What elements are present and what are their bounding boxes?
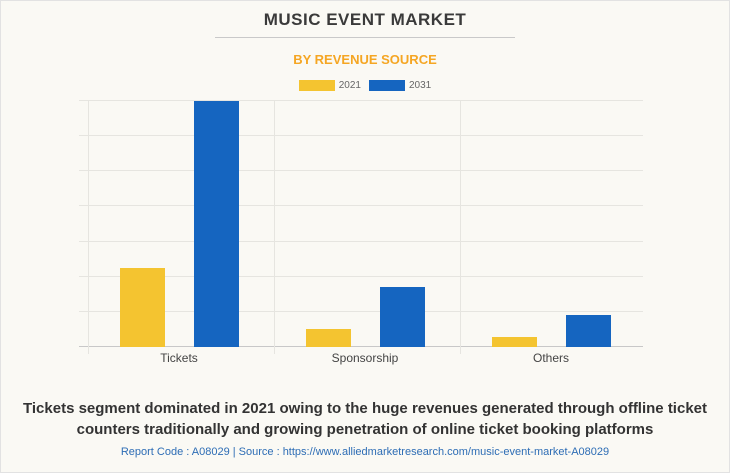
category-separator	[274, 101, 275, 354]
x-axis-line	[79, 346, 643, 347]
chart-caption: Tickets segment dominated in 2021 owing …	[22, 400, 708, 438]
chart-title: MUSIC EVENT MARKET	[263, 10, 467, 29]
legend-item-2021[interactable]: 2021	[298, 80, 361, 91]
bar-sponsorship-2031[interactable]	[380, 286, 425, 347]
legend-label-2021: 2021	[338, 80, 361, 91]
legend-item-2031[interactable]: 2031	[369, 80, 431, 91]
gridline	[79, 240, 643, 242]
category-label-others: Others	[532, 351, 569, 365]
legend: 2021 2031	[0, 80, 730, 91]
category-label-tickets: Tickets	[160, 351, 198, 365]
legend-label-2031: 2031	[409, 80, 432, 91]
gridline	[79, 205, 643, 207]
legend-swatch-2021	[298, 80, 335, 91]
source-link[interactable]: Report Code : A08029 | Source : https://…	[120, 446, 610, 458]
category-label-sponsorship: Sponsorship	[331, 351, 399, 365]
chart-subtitle: BY REVENUE SOURCE	[293, 52, 437, 67]
title-divider	[215, 37, 515, 38]
gridline	[79, 275, 643, 277]
bar-sponsorship-2021[interactable]	[306, 329, 351, 347]
legend-swatch-2031	[369, 80, 405, 91]
gridline	[79, 310, 643, 312]
gridline	[79, 170, 643, 172]
bar-others-2031[interactable]	[566, 315, 611, 347]
bar-tickets-2031[interactable]	[194, 101, 239, 347]
category-separator	[460, 101, 461, 354]
bar-others-2021[interactable]	[492, 336, 537, 347]
category-separator	[88, 101, 89, 354]
plot-area	[79, 100, 643, 354]
gridline	[79, 135, 643, 137]
bar-tickets-2021[interactable]	[120, 267, 165, 347]
gridline	[79, 100, 643, 101]
